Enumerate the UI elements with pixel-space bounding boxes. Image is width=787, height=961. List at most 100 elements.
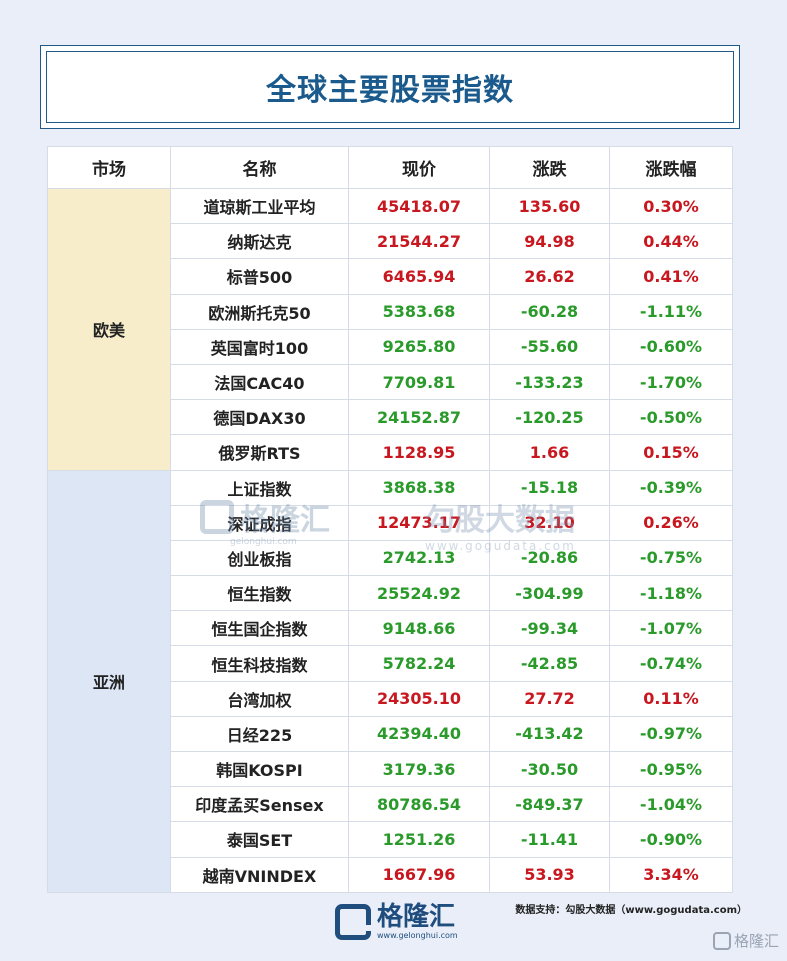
table-row: 台湾加权 24305.10 27.72 0.11% bbox=[48, 680, 733, 717]
table-row: 恒生指数 25524.92 -304.99 -1.18% bbox=[48, 575, 733, 612]
change-pct-cell: 0.30% bbox=[609, 187, 733, 225]
change-cell: -30.50 bbox=[489, 750, 610, 788]
table-row: 泰国SET 1251.26 -11.41 -0.90% bbox=[48, 821, 733, 858]
index-name-cell: 法国CAC40 bbox=[170, 363, 349, 401]
price-cell: 42394.40 bbox=[348, 715, 490, 753]
change-cell: -15.18 bbox=[489, 469, 610, 506]
region-cell: 欧美 bbox=[47, 188, 171, 471]
corner-watermark: 格隆汇 bbox=[712, 930, 779, 951]
price-cell: 25524.92 bbox=[348, 575, 490, 612]
table-row: 越南VNINDEX 1667.96 53.93 3.34% bbox=[48, 856, 733, 893]
table-body: 欧美 道琼斯工业平均 45418.07 135.60 0.30% 纳斯达克 21544.27… bbox=[47, 187, 733, 893]
index-name-cell: 韩国KOSPI bbox=[170, 750, 349, 788]
change-cell: -60.28 bbox=[489, 293, 610, 330]
index-name-cell: 恒生国企指数 bbox=[170, 610, 349, 647]
page-title: 全球主要股票指数 bbox=[266, 73, 514, 108]
change-pct-cell: -0.75% bbox=[609, 539, 733, 577]
region-cell: 亚洲 bbox=[47, 469, 171, 893]
change-cell: 1.66 bbox=[489, 434, 610, 471]
table-row: 纳斯达克 21544.27 94.98 0.44% bbox=[48, 223, 733, 260]
gelonghui-logo-mark-icon bbox=[335, 903, 372, 940]
change-cell: -42.85 bbox=[489, 645, 610, 682]
index-name-cell: 越南VNINDEX bbox=[170, 856, 349, 893]
table-row: 深证成指 12473.17 32.10 0.26% bbox=[48, 504, 733, 541]
footer-logo: 格隆汇 www.gelonghui.com bbox=[335, 903, 458, 940]
price-cell: 80786.54 bbox=[348, 786, 490, 823]
price-cell: 3868.38 bbox=[348, 469, 490, 506]
price-cell: 21544.27 bbox=[348, 223, 490, 260]
index-name-cell: 台湾加权 bbox=[170, 680, 349, 717]
change-pct-cell: -1.07% bbox=[609, 610, 733, 647]
header-market: 市场 bbox=[47, 146, 171, 189]
table-row: 印度孟买Sensex 80786.54 -849.37 -1.04% bbox=[48, 786, 733, 823]
index-name-cell: 标普500 bbox=[170, 258, 349, 295]
price-cell: 3179.36 bbox=[348, 750, 490, 788]
table-row: 俄罗斯RTS 1128.95 1.66 0.15% bbox=[48, 434, 733, 471]
change-cell: -849.37 bbox=[489, 786, 610, 823]
change-cell: -133.23 bbox=[489, 363, 610, 401]
change-cell: 53.93 bbox=[489, 856, 610, 893]
change-cell: -120.25 bbox=[489, 399, 610, 436]
header-change: 涨跌 bbox=[489, 146, 610, 189]
price-cell: 5782.24 bbox=[348, 645, 490, 682]
index-name-cell: 俄罗斯RTS bbox=[170, 434, 349, 471]
index-name-cell: 上证指数 bbox=[170, 469, 349, 506]
index-name-cell: 纳斯达克 bbox=[170, 223, 349, 260]
table-row: 欧洲斯托克50 5383.68 -60.28 -1.11% bbox=[48, 293, 733, 330]
change-cell: 135.60 bbox=[489, 187, 610, 225]
change-pct-cell: -0.95% bbox=[609, 750, 733, 788]
title-frame: 全球主要股票指数 bbox=[46, 51, 734, 123]
change-cell: -11.41 bbox=[489, 821, 610, 858]
index-name-cell: 日经225 bbox=[170, 715, 349, 753]
change-pct-cell: -1.18% bbox=[609, 575, 733, 612]
change-pct-cell: -0.60% bbox=[609, 328, 733, 365]
table-row: 亚洲 上证指数 3868.38 -15.18 -0.39% bbox=[47, 469, 733, 893]
change-pct-cell: -1.70% bbox=[609, 363, 733, 401]
table-row: 标普500 6465.94 26.62 0.41% bbox=[48, 258, 733, 295]
change-pct-cell: -0.39% bbox=[609, 469, 733, 506]
index-table: 市场 名称 现价 涨跌 涨跌幅 欧美 道琼斯工业平均 45418.07 135.60 0… bbox=[47, 146, 733, 893]
change-cell: 27.72 bbox=[489, 680, 610, 717]
change-pct-cell: 0.15% bbox=[609, 434, 733, 471]
index-name-cell: 英国富时100 bbox=[170, 328, 349, 365]
table-row: 欧美 道琼斯工业平均 45418.07 135.60 0.30% bbox=[47, 187, 733, 471]
price-cell: 24152.87 bbox=[348, 399, 490, 436]
change-pct-cell: -0.97% bbox=[609, 715, 733, 753]
table-row: 德国DAX30 24152.87 -120.25 -0.50% bbox=[48, 399, 733, 436]
header-price: 现价 bbox=[348, 146, 490, 189]
title-box: 全球主要股票指数 bbox=[40, 45, 740, 129]
index-name-cell: 道琼斯工业平均 bbox=[170, 187, 349, 225]
corner-logo-icon bbox=[712, 931, 731, 950]
table-row: 创业板指 2742.13 -20.86 -0.75% bbox=[48, 539, 733, 577]
price-cell: 5383.68 bbox=[348, 293, 490, 330]
index-name-cell: 德国DAX30 bbox=[170, 399, 349, 436]
footer-logo-text: 格隆汇 bbox=[377, 902, 456, 932]
change-pct-cell: -1.11% bbox=[609, 293, 733, 330]
index-name-cell: 泰国SET bbox=[170, 821, 349, 858]
data-source-note: 数据支持：勾股大数据（www.gogudata.com） bbox=[515, 905, 747, 916]
price-cell: 6465.94 bbox=[348, 258, 490, 295]
table-row: 恒生科技指数 5782.24 -42.85 -0.74% bbox=[48, 645, 733, 682]
price-cell: 24305.10 bbox=[348, 680, 490, 717]
price-cell: 9148.66 bbox=[348, 610, 490, 647]
index-name-cell: 欧洲斯托克50 bbox=[170, 293, 349, 330]
change-pct-cell: -0.90% bbox=[609, 821, 733, 858]
price-cell: 12473.17 bbox=[348, 504, 490, 541]
change-cell: 94.98 bbox=[489, 223, 610, 260]
price-cell: 45418.07 bbox=[348, 187, 490, 225]
change-pct-cell: 0.41% bbox=[609, 258, 733, 295]
change-cell: -413.42 bbox=[489, 715, 610, 753]
price-cell: 2742.13 bbox=[348, 539, 490, 577]
change-cell: -20.86 bbox=[489, 539, 610, 577]
footer-logo-url: www.gelonghui.com bbox=[377, 931, 458, 940]
index-name-cell: 深证成指 bbox=[170, 504, 349, 541]
price-cell: 1667.96 bbox=[348, 856, 490, 893]
change-pct-cell: 0.44% bbox=[609, 223, 733, 260]
table-row: 英国富时100 9265.80 -55.60 -0.60% bbox=[48, 328, 733, 365]
header-name: 名称 bbox=[170, 146, 349, 189]
index-name-cell: 印度孟买Sensex bbox=[170, 786, 349, 823]
change-pct-cell: -0.74% bbox=[609, 645, 733, 682]
price-cell: 9265.80 bbox=[348, 328, 490, 365]
price-cell: 1128.95 bbox=[348, 434, 490, 471]
change-cell: 26.62 bbox=[489, 258, 610, 295]
